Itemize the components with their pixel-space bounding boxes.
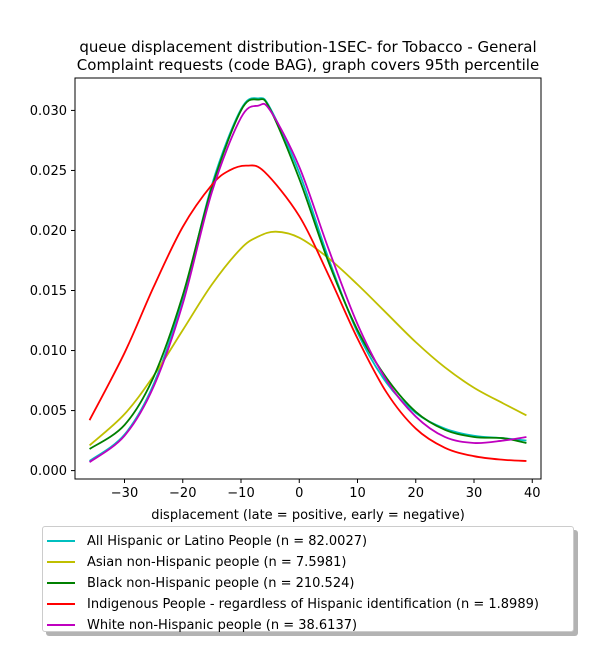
legend-line-swatch: [47, 603, 75, 605]
legend: All Hispanic or Latino People (n = 82.00…: [42, 526, 574, 635]
x-tick-label: −10: [227, 486, 254, 501]
legend-label: All Hispanic or Latino People (n = 82.00…: [87, 533, 368, 549]
y-tick-label: 0.030: [30, 104, 67, 119]
x-tick-label: 10: [349, 486, 366, 501]
series-line-3: [89, 98, 527, 450]
x-axis-label: displacement (late = positive, early = n…: [151, 508, 465, 523]
y-tick-label: 0.010: [30, 344, 67, 359]
x-tick-label: 40: [524, 486, 541, 501]
y-tick-label: 0.025: [30, 164, 67, 179]
plot-area: −30 −20 −10 0 10 20 30 40 0.000 0.005 0.010 0.015 0.…: [30, 77, 542, 501]
series-line-1: [89, 97, 527, 462]
legend-item: Indigenous People - regardless of Hispan…: [43, 594, 539, 614]
series-line-5: [89, 102, 527, 463]
y-tick-label: 0.000: [30, 464, 67, 479]
x-tick-label: −20: [169, 486, 196, 501]
series-line-2: [88, 230, 527, 447]
legend-item: All Hispanic or Latino People (n = 82.00…: [43, 531, 367, 551]
legend-label: Indigenous People - regardless of Hispan…: [87, 596, 539, 612]
legend-label: Black non-Hispanic people (n = 210.524): [87, 575, 355, 591]
chart-title-line-1: queue displacement distribution-1SEC- fo…: [79, 38, 536, 56]
x-tick-label: 0: [295, 486, 303, 501]
x-tick-label: −30: [111, 486, 138, 501]
y-tick-label: 0.020: [30, 224, 67, 239]
y-tick-label: 0.015: [30, 284, 67, 299]
legend-item: Asian non-Hispanic people (n = 7.5981): [43, 552, 346, 572]
legend-item: Black non-Hispanic people (n = 210.524): [43, 573, 354, 593]
legend-line-swatch: [47, 540, 75, 542]
x-tick-label: 30: [466, 486, 483, 501]
legend-item: White non-Hispanic people (n = 38.6137): [43, 615, 357, 635]
y-tick-label: 0.005: [30, 404, 67, 419]
series-line-4: [88, 164, 527, 462]
legend-line-swatch: [47, 582, 75, 584]
legend-label: Asian non-Hispanic people (n = 7.5981): [87, 554, 347, 570]
plot-frame: [74, 77, 542, 480]
legend-label: White non-Hispanic people (n = 38.6137): [87, 617, 358, 633]
legend-line-swatch: [47, 624, 75, 626]
x-tick-label: 20: [407, 486, 424, 501]
chart-title-line-2: Complaint requests (code BAG), graph cov…: [77, 56, 539, 74]
legend-line-swatch: [47, 561, 75, 563]
